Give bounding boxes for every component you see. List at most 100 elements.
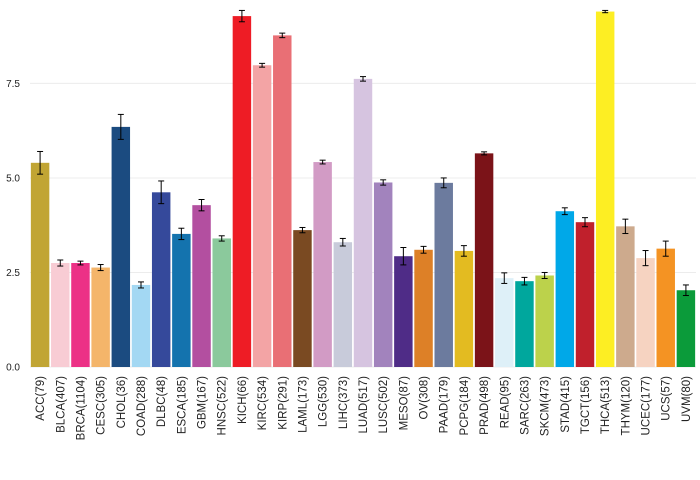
error-bar — [138, 281, 144, 289]
error-bar — [238, 9, 245, 23]
error-bar — [642, 250, 649, 267]
error-bar — [541, 271, 548, 280]
error-bar — [501, 272, 508, 284]
x-tick-label: PRAD(498) — [479, 376, 491, 435]
y-axis: 0.0 2.5 5.0 7.5 — [6, 79, 20, 374]
error-bar — [440, 177, 447, 189]
bar — [172, 233, 191, 367]
error-bar — [178, 227, 185, 241]
bar — [131, 284, 151, 367]
bar — [636, 258, 655, 367]
x-tick-label: COAD(288) — [136, 376, 148, 436]
bar — [373, 182, 393, 367]
error-bar — [299, 226, 306, 234]
bar — [535, 275, 554, 367]
x-tick-label: LIHC(373) — [338, 376, 350, 429]
bar — [71, 263, 90, 367]
bar — [192, 205, 211, 367]
error-bar — [198, 198, 205, 212]
bar — [51, 263, 70, 367]
bar — [434, 182, 453, 367]
bar — [30, 162, 50, 367]
bar — [414, 249, 433, 367]
y-tick-label: 5.0 — [6, 173, 20, 184]
error-bar — [279, 32, 286, 39]
error-bar — [622, 218, 629, 235]
x-tick-label: KICH(66) — [237, 376, 249, 424]
error-bar — [400, 247, 407, 266]
x-axis: ACC(79) BLCA(407) BRCA(1104) CESC(305) CHOL(… — [35, 376, 693, 441]
x-tick-label: TGCT(156) — [580, 376, 592, 434]
x-tick-label: LUAD(517) — [358, 376, 370, 434]
error-bar — [662, 240, 669, 257]
x-tick-label: THCA(513) — [600, 376, 612, 434]
error-bar — [37, 150, 44, 175]
x-tick-label: UVM(80) — [681, 376, 693, 422]
bar — [454, 250, 474, 367]
bar — [91, 267, 110, 367]
bar — [474, 153, 494, 367]
bar — [676, 290, 696, 367]
x-tick-label: SARC(263) — [519, 376, 531, 435]
bar — [656, 248, 675, 367]
x-tick-label: LUSC(502) — [378, 376, 390, 434]
x-tick-label: PAAD(179) — [439, 376, 451, 433]
x-tick-label: THYM(120) — [620, 376, 632, 436]
x-tick-label: SKCM(473) — [540, 376, 552, 436]
error-bar — [77, 260, 84, 266]
x-tick-label: KIRC(534) — [257, 376, 269, 430]
x-tick-label: STAD(415) — [560, 376, 572, 433]
x-tick-label: BRCA(1104) — [75, 376, 87, 441]
x-tick-label: ACC(79) — [35, 376, 47, 421]
x-tick-label: MESO(87) — [398, 376, 410, 430]
x-tick-label: CHOL(36) — [116, 376, 128, 429]
bar — [313, 162, 332, 367]
error-bar — [158, 180, 165, 205]
error-bar — [521, 276, 528, 286]
x-tick-label: GBM(167) — [197, 376, 209, 429]
bar — [394, 256, 413, 367]
error-bar — [561, 207, 568, 216]
error-bar — [460, 245, 467, 257]
error-bar — [582, 217, 588, 228]
bars — [30, 11, 696, 368]
bar — [575, 222, 595, 367]
error-bars — [37, 9, 689, 297]
x-tick-label: OV(308) — [419, 376, 431, 420]
error-bar — [602, 9, 609, 14]
x-tick-label: BLCA(407) — [55, 376, 67, 433]
bar — [515, 281, 534, 367]
x-tick-label: UCS(57) — [661, 376, 673, 421]
error-bar — [380, 179, 387, 186]
error-bar — [218, 235, 225, 242]
x-tick-label: UCEC(177) — [641, 376, 653, 436]
x-tick-label: LGG(530) — [318, 376, 330, 427]
error-bar — [97, 264, 104, 272]
error-bar — [420, 245, 427, 254]
error-bar — [117, 113, 124, 140]
bar — [595, 11, 615, 367]
bar — [151, 192, 171, 367]
error-bar — [682, 284, 689, 297]
error-bar — [360, 76, 366, 82]
x-tick-label: DLBC(48) — [156, 376, 168, 427]
error-bar — [339, 237, 346, 247]
bar — [555, 211, 575, 367]
bar — [252, 65, 272, 367]
x-tick-label: LAML(173) — [297, 376, 309, 433]
y-tick-label: 7.5 — [6, 79, 20, 90]
bar — [212, 238, 231, 367]
x-tick-label: PCPG(184) — [459, 376, 471, 436]
bar — [273, 35, 292, 368]
x-tick-label: KIRP(291) — [277, 376, 289, 430]
bar — [111, 126, 131, 367]
bar — [232, 16, 252, 367]
error-bar — [319, 159, 326, 165]
x-tick-label: ESCA(185) — [176, 376, 188, 434]
y-tick-label: 0.0 — [6, 363, 20, 374]
bar — [353, 78, 373, 368]
bar — [333, 242, 353, 367]
bar — [616, 226, 635, 367]
bar — [293, 230, 312, 367]
